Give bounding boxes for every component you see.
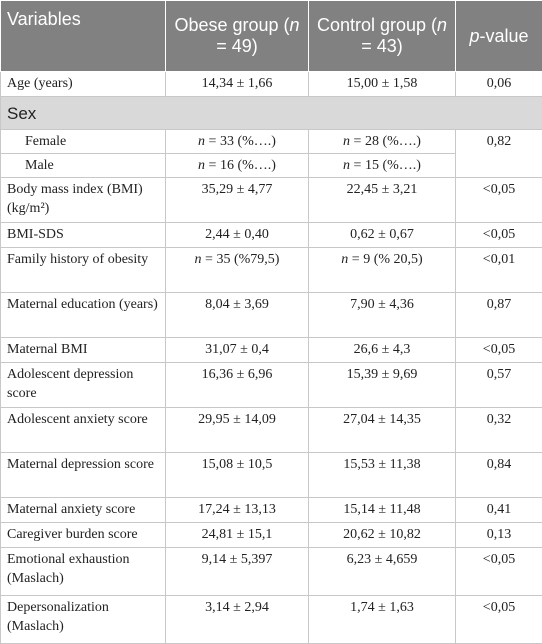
header-cell: Variables bbox=[1, 1, 166, 72]
cell: n = 35 (%79,5) bbox=[166, 248, 309, 293]
cell: n = 15 (%….) bbox=[309, 154, 456, 178]
cell: 29,95 ± 14,09 bbox=[166, 408, 309, 453]
header-cell: Obese group (n = 49) bbox=[166, 1, 309, 72]
table-row: Body mass index (BMI) (kg/m²)35,29 ± 4,7… bbox=[1, 178, 542, 223]
row-label: BMI-SDS bbox=[1, 223, 166, 248]
p-value: 0,87 bbox=[456, 293, 542, 338]
header-cell: Control group (n = 43) bbox=[309, 1, 456, 72]
header-cell: p-value bbox=[456, 1, 542, 72]
table-row: Emotional exhaustion (Maslach)9,14 ± 5,3… bbox=[1, 548, 542, 596]
p-value: 0,13 bbox=[456, 523, 542, 548]
cell: 0,62 ± 0,67 bbox=[309, 223, 456, 248]
row-label: Adolescent depression score bbox=[1, 363, 166, 408]
p-value: <0,05 bbox=[456, 548, 542, 596]
cell: 3,14 ± 2,94 bbox=[166, 596, 309, 644]
cell: 15,00 ± 1,58 bbox=[309, 72, 456, 97]
cell: 20,62 ± 10,82 bbox=[309, 523, 456, 548]
p-value: <0,05 bbox=[456, 223, 542, 248]
cell: 17,24 ± 13,13 bbox=[166, 498, 309, 523]
cell: n = 33 (%….) bbox=[166, 130, 309, 154]
p-value: <0,01 bbox=[456, 248, 542, 293]
p-value: 0,57 bbox=[456, 363, 542, 408]
p-value: 0,32 bbox=[456, 408, 542, 453]
row-label: Age (years) bbox=[1, 72, 166, 97]
cell: 15,14 ± 11,48 bbox=[309, 498, 456, 523]
cell: 7,90 ± 4,36 bbox=[309, 293, 456, 338]
cell: 9,14 ± 5,397 bbox=[166, 548, 309, 596]
row-label: Family history of obesity bbox=[1, 248, 166, 293]
row-label: Maternal education (years) bbox=[1, 293, 166, 338]
section-label: Sex bbox=[1, 97, 542, 130]
p-value: 0,82 bbox=[456, 130, 542, 178]
cell: 8,04 ± 3,69 bbox=[166, 293, 309, 338]
p-value: 0,41 bbox=[456, 498, 542, 523]
cell: 6,23 ± 4,659 bbox=[309, 548, 456, 596]
row-label: Maternal anxiety score bbox=[1, 498, 166, 523]
cell: 15,39 ± 9,69 bbox=[309, 363, 456, 408]
cell: 1,74 ± 1,63 bbox=[309, 596, 456, 644]
cell: n = 28 (%….) bbox=[309, 130, 456, 154]
cell: 31,07 ± 0,4 bbox=[166, 338, 309, 363]
cell: 15,08 ± 10,5 bbox=[166, 453, 309, 498]
row-label: Emotional exhaustion (Maslach) bbox=[1, 548, 166, 596]
cell: 16,36 ± 6,96 bbox=[166, 363, 309, 408]
row-label: Caregiver burden score bbox=[1, 523, 166, 548]
p-value: <0,05 bbox=[456, 338, 542, 363]
p-value: <0,05 bbox=[456, 178, 542, 223]
cell: n = 16 (%….) bbox=[166, 154, 309, 178]
cell: n = 9 (% 20,5) bbox=[309, 248, 456, 293]
row-label: Maternal depression score bbox=[1, 453, 166, 498]
cell: 35,29 ± 4,77 bbox=[166, 178, 309, 223]
row-label: Depersonalization (Maslach) bbox=[1, 596, 166, 644]
p-value: 0,84 bbox=[456, 453, 542, 498]
cell: 22,45 ± 3,21 bbox=[309, 178, 456, 223]
cell: 26,6 ± 4,3 bbox=[309, 338, 456, 363]
p-value: <0,05 bbox=[456, 596, 542, 644]
row-label: Female bbox=[1, 130, 166, 154]
p-value: 0,06 bbox=[456, 72, 542, 97]
row-label: Male bbox=[1, 154, 166, 178]
cell: 15,53 ± 11,38 bbox=[309, 453, 456, 498]
cell: 2,44 ± 0,40 bbox=[166, 223, 309, 248]
row-label: Body mass index (BMI) (kg/m²) bbox=[1, 178, 166, 223]
row-label: Maternal BMI bbox=[1, 338, 166, 363]
row-label: Adolescent anxiety score bbox=[1, 408, 166, 453]
cell: 14,34 ± 1,66 bbox=[166, 72, 309, 97]
cell: 27,04 ± 14,35 bbox=[309, 408, 456, 453]
cell: 24,81 ± 15,1 bbox=[166, 523, 309, 548]
table-row: Sex bbox=[1, 97, 542, 130]
